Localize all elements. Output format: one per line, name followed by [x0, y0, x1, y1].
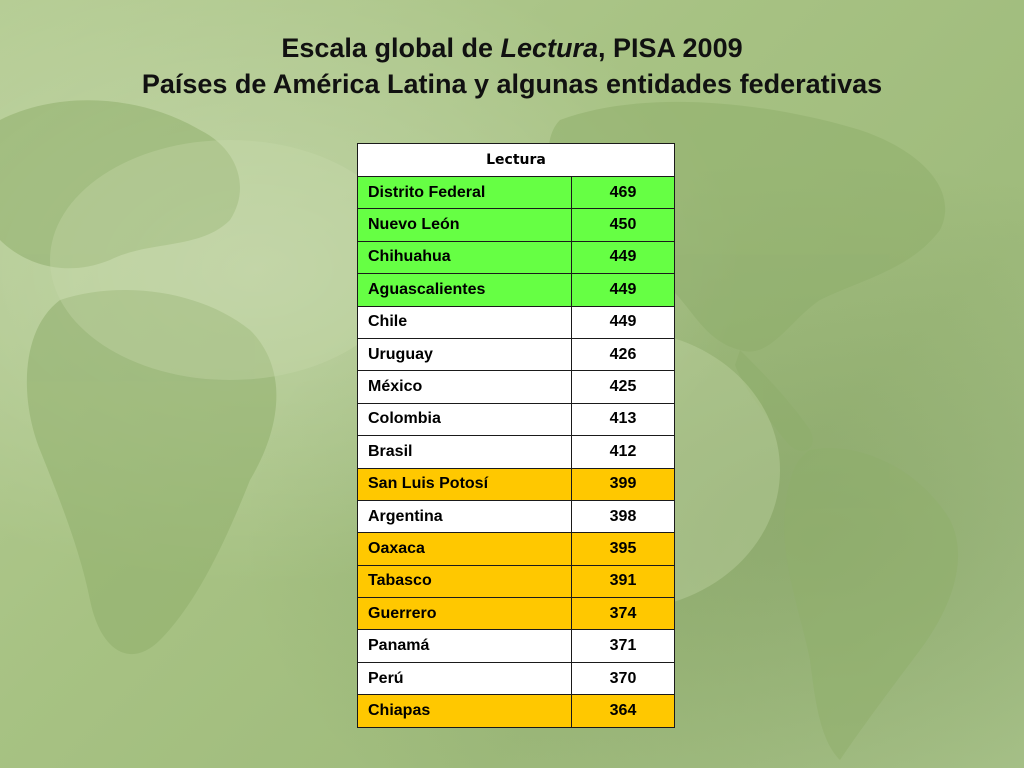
entity-name-cell: Aguascalientes	[357, 273, 572, 307]
table-row: Nuevo León 450	[357, 208, 675, 242]
table-row: Argentina 398	[357, 499, 675, 534]
entity-name-cell: Perú	[357, 661, 572, 696]
entity-name-cell: Distrito Federal	[357, 175, 572, 210]
table-row: Perú 370	[357, 661, 675, 696]
entity-name-cell: Oaxaca	[357, 532, 572, 566]
table-row: México 425	[357, 370, 675, 404]
entity-name-cell: México	[357, 370, 572, 404]
score-cell: 426	[571, 337, 675, 372]
table-row: Chihuahua 449	[357, 240, 675, 275]
score-cell: 449	[571, 273, 675, 307]
entity-name-cell: Chihuahua	[357, 240, 572, 275]
score-cell: 450	[571, 208, 675, 242]
table-row: Colombia 413	[357, 402, 675, 437]
score-cell: 449	[571, 305, 675, 339]
score-cell: 412	[571, 435, 675, 469]
score-cell: 425	[571, 370, 675, 404]
title-line-2: Países de América Latina y algunas entid…	[141, 69, 883, 99]
entity-name-cell: Nuevo León	[357, 208, 572, 242]
entity-name-cell: Panamá	[357, 629, 572, 663]
table-header: Lectura	[357, 143, 675, 177]
table-header-row: Lectura	[357, 143, 675, 177]
table-row: Chiapas 364	[357, 694, 675, 728]
table-body: Distrito Federal 469 Nuevo León 450 Chihuahu…	[357, 175, 675, 728]
score-cell: 391	[571, 564, 675, 599]
scores-table: Lectura Distrito Federal 469 Nuevo León 450…	[357, 143, 675, 728]
entity-name-cell: Colombia	[357, 402, 572, 437]
entity-name-cell: Chile	[357, 305, 572, 339]
table-row: Oaxaca 395	[357, 532, 675, 566]
score-cell: 469	[571, 175, 675, 210]
table-row: San Luis Potosí 399	[357, 467, 675, 501]
title-line-1-prefix: Escala global de	[281, 33, 501, 63]
entity-name-cell: Tabasco	[357, 564, 572, 599]
entity-name-cell: San Luis Potosí	[357, 467, 572, 501]
title-line-1: Escala global de Lectura, PISA 2009	[0, 30, 1024, 66]
score-cell: 398	[571, 499, 675, 534]
entity-name-cell: Uruguay	[357, 337, 572, 372]
table-row: Tabasco 391	[357, 564, 675, 599]
score-cell: 449	[571, 240, 675, 275]
entity-name-cell: Argentina	[357, 499, 572, 534]
slide-title: Escala global de Lectura, PISA 2009 País…	[0, 30, 1024, 102]
score-cell: 371	[571, 629, 675, 663]
score-cell: 399	[571, 467, 675, 501]
score-cell: 395	[571, 532, 675, 566]
table-row: Uruguay 426	[357, 337, 675, 372]
score-cell: 413	[571, 402, 675, 437]
table-row: Aguascalientes 449	[357, 273, 675, 307]
score-cell: 364	[571, 694, 675, 728]
title-line-1-italic: Lectura	[500, 33, 599, 63]
table-row: Brasil 412	[357, 435, 675, 469]
title-line-1-suffix: , PISA 2009	[598, 33, 743, 63]
score-cell: 370	[571, 661, 675, 696]
table-row: Guerrero 374	[357, 597, 675, 631]
table-row: Chile 449	[357, 305, 675, 339]
score-cell: 374	[571, 597, 675, 631]
table-row: Panamá 371	[357, 629, 675, 663]
entity-name-cell: Chiapas	[357, 694, 572, 728]
entity-name-cell: Brasil	[357, 435, 572, 469]
entity-name-cell: Guerrero	[357, 597, 572, 631]
table-row: Distrito Federal 469	[357, 175, 675, 210]
